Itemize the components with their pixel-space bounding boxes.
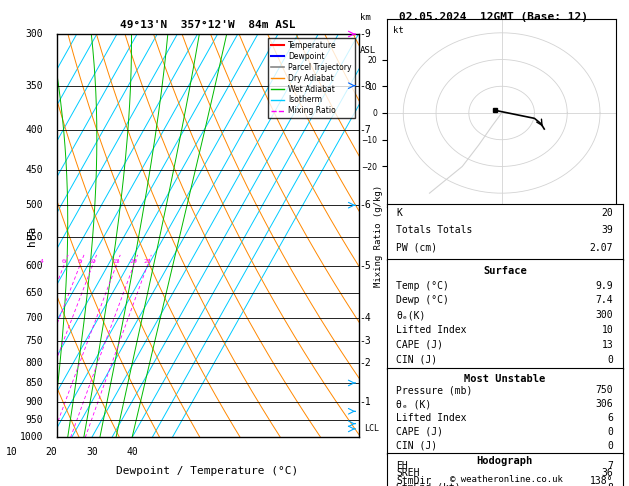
Text: 7: 7 <box>608 461 613 470</box>
Text: 20: 20 <box>601 208 613 218</box>
Text: 10: 10 <box>601 325 613 335</box>
Text: 2.07: 2.07 <box>590 243 613 253</box>
Text: 20: 20 <box>130 259 137 264</box>
Text: hPa: hPa <box>28 226 38 246</box>
Text: 750: 750 <box>25 336 43 346</box>
Text: 1000: 1000 <box>19 433 43 442</box>
Text: 36: 36 <box>601 468 613 478</box>
Text: 8: 8 <box>608 483 613 486</box>
Text: Hodograph: Hodograph <box>477 455 533 466</box>
Text: -4: -4 <box>360 313 372 323</box>
Text: 0: 0 <box>608 441 613 451</box>
Text: 10: 10 <box>6 448 17 457</box>
Text: 49°13'N  357°12'W  84m ASL: 49°13'N 357°12'W 84m ASL <box>120 20 296 30</box>
Text: 4: 4 <box>40 259 44 264</box>
Text: 750: 750 <box>596 385 613 395</box>
Text: -8: -8 <box>360 81 372 91</box>
Text: 800: 800 <box>25 358 43 367</box>
Text: 350: 350 <box>25 81 43 91</box>
Text: -5: -5 <box>360 261 372 271</box>
Text: Pressure (mb): Pressure (mb) <box>396 385 472 395</box>
Text: -7: -7 <box>360 125 372 136</box>
Text: 10: 10 <box>88 259 96 264</box>
Text: 6: 6 <box>608 413 613 423</box>
Text: K: K <box>396 208 402 218</box>
Text: 950: 950 <box>25 415 43 425</box>
Text: 02.05.2024  12GMT (Base: 12): 02.05.2024 12GMT (Base: 12) <box>399 12 588 22</box>
Text: 15: 15 <box>112 259 120 264</box>
Text: EH: EH <box>396 461 408 470</box>
Text: 850: 850 <box>25 378 43 388</box>
Text: 6: 6 <box>62 259 65 264</box>
Text: 25: 25 <box>143 259 151 264</box>
Text: 600: 600 <box>25 261 43 271</box>
Text: 700: 700 <box>25 313 43 323</box>
Text: 450: 450 <box>25 165 43 175</box>
Text: Surface: Surface <box>483 266 526 277</box>
Text: © weatheronline.co.uk: © weatheronline.co.uk <box>450 474 563 484</box>
Text: -2: -2 <box>360 358 372 367</box>
Text: 550: 550 <box>25 232 43 242</box>
Text: 40: 40 <box>126 448 138 457</box>
Text: StmSpd (kt): StmSpd (kt) <box>396 483 461 486</box>
Text: 138°: 138° <box>590 476 613 486</box>
Text: CIN (J): CIN (J) <box>396 441 437 451</box>
Text: 39: 39 <box>601 226 613 235</box>
Text: CIN (J): CIN (J) <box>396 355 437 364</box>
Text: -6: -6 <box>360 200 372 210</box>
Text: -9: -9 <box>360 29 372 39</box>
Text: 13: 13 <box>601 340 613 350</box>
Text: 0: 0 <box>608 355 613 364</box>
Text: Temp (°C): Temp (°C) <box>396 281 449 291</box>
Text: Mixing Ratio (g/kg): Mixing Ratio (g/kg) <box>374 185 384 287</box>
Text: 650: 650 <box>25 288 43 298</box>
Text: 0: 0 <box>608 427 613 437</box>
Text: θₑ (K): θₑ (K) <box>396 399 431 409</box>
Text: 9.9: 9.9 <box>596 281 613 291</box>
Text: 500: 500 <box>25 200 43 210</box>
Text: CAPE (J): CAPE (J) <box>396 340 443 350</box>
Text: 306: 306 <box>596 399 613 409</box>
Text: -3: -3 <box>360 336 372 346</box>
Text: 30: 30 <box>86 448 97 457</box>
Text: km: km <box>360 13 370 22</box>
Text: -1: -1 <box>360 397 372 407</box>
Text: Totals Totals: Totals Totals <box>396 226 472 235</box>
Text: 400: 400 <box>25 125 43 136</box>
Text: Lifted Index: Lifted Index <box>396 325 467 335</box>
Text: 20: 20 <box>46 448 57 457</box>
Text: kt: kt <box>393 26 404 35</box>
Text: Dewp (°C): Dewp (°C) <box>396 295 449 306</box>
Text: 300: 300 <box>25 29 43 39</box>
Text: LCL: LCL <box>365 424 379 434</box>
Text: θₑ(K): θₑ(K) <box>396 310 426 320</box>
Text: Most Unstable: Most Unstable <box>464 374 545 384</box>
Text: StmDir: StmDir <box>396 476 431 486</box>
Text: 900: 900 <box>25 397 43 407</box>
Text: Lifted Index: Lifted Index <box>396 413 467 423</box>
Text: CAPE (J): CAPE (J) <box>396 427 443 437</box>
Legend: Temperature, Dewpoint, Parcel Trajectory, Dry Adiabat, Wet Adiabat, Isotherm, Mi: Temperature, Dewpoint, Parcel Trajectory… <box>267 38 355 119</box>
Text: Dewpoint / Temperature (°C): Dewpoint / Temperature (°C) <box>116 466 299 476</box>
Text: ASL: ASL <box>360 46 376 55</box>
Text: 300: 300 <box>596 310 613 320</box>
Text: PW (cm): PW (cm) <box>396 243 437 253</box>
Text: 7.4: 7.4 <box>596 295 613 306</box>
Text: SREH: SREH <box>396 468 420 478</box>
Text: 8: 8 <box>77 259 82 264</box>
